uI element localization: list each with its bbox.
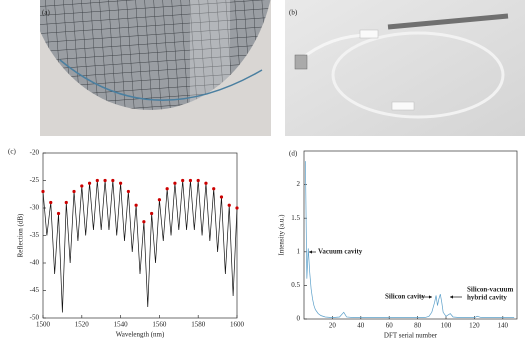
y-tick-label: -40: [30, 259, 40, 267]
y-tick-label: 0.5: [291, 281, 300, 289]
photo-b: [285, 0, 525, 136]
x-tick-label: 1540: [114, 321, 129, 329]
x-tick-label: 140: [498, 322, 509, 330]
annotation: Silicon cavity: [385, 293, 425, 301]
x-tick-label: 20: [329, 322, 337, 330]
plot-frame: [42, 152, 238, 319]
peak-marker: [111, 178, 115, 183]
peak-marker: [142, 220, 146, 224]
panel-label: (c): [8, 148, 16, 156]
data-line: [42, 180, 238, 313]
annotation: Vacuum cavity: [318, 248, 363, 256]
photo-a: [40, 0, 271, 136]
y-tick-label: 2: [297, 180, 301, 188]
x-tick-label: 60: [386, 322, 394, 330]
peak-marker: [134, 203, 138, 207]
x-tick-label: 100: [441, 322, 452, 330]
peak-marker: [219, 195, 224, 199]
y-tick-label: -45: [30, 286, 40, 294]
y-tick-label: 1: [297, 247, 301, 255]
panel-label: (d): [289, 150, 298, 158]
peak-marker: [173, 181, 177, 185]
x-tick-label: 40: [357, 322, 365, 330]
peak-marker: [165, 187, 169, 191]
x-tick-label: 1600: [230, 321, 245, 329]
x-tick-label: 1520: [75, 321, 90, 329]
y-tick-label: 1.5: [291, 214, 300, 222]
peak-marker: [72, 189, 76, 194]
peak-marker: [80, 184, 84, 188]
plot-frame: [303, 150, 518, 320]
peak-marker: [204, 181, 208, 185]
arrow-head: [429, 295, 432, 299]
panel-label: (a): [42, 9, 50, 17]
charts: (a) (b)(c) (d)1500 1520 1540 1560 1580 1600-50-…: [8, 9, 518, 340]
x-tick-label: 1560: [152, 321, 167, 329]
peak-marker: [87, 181, 92, 185]
panel-label: (b): [289, 9, 298, 17]
peak-marker: [227, 203, 231, 207]
peak-marker: [119, 181, 123, 185]
peak-marker: [157, 198, 161, 202]
annotation: Silicon-vacuum: [467, 286, 513, 294]
data-line: [305, 161, 515, 319]
x-tick-label: 1580: [191, 321, 206, 329]
y-tick-label: 0: [297, 315, 301, 323]
peak-marker: [56, 211, 61, 216]
peak-marker: [212, 187, 216, 191]
y-axis-title: Reflection (dB): [17, 213, 25, 257]
y-tick-label: -30: [30, 204, 40, 212]
peak-marker: [49, 200, 53, 205]
peak-marker: [126, 189, 130, 194]
peak-marker: [64, 200, 68, 205]
annotation: hybrid cavity: [467, 294, 507, 302]
arrow-head: [309, 250, 312, 254]
peak-marker: [235, 206, 239, 210]
x-tick-label: 1500: [36, 321, 51, 329]
y-axis-title: Intensity (a.u.): [278, 214, 286, 256]
x-axis-title: Wavelength (nm): [116, 331, 165, 339]
peak-marker: [150, 211, 154, 216]
x-tick-label: 120: [469, 322, 480, 330]
peak-marker: [188, 178, 193, 183]
y-tick-label: -25: [30, 176, 40, 184]
y-tick-label: -20: [30, 149, 40, 157]
x-tick-label: 80: [414, 322, 422, 330]
x-axis-title: DFT serial number: [384, 332, 438, 340]
peak-marker: [95, 178, 99, 183]
peak-marker: [196, 178, 200, 183]
peak-marker: [103, 178, 107, 183]
peak-marker: [181, 178, 185, 183]
peak-marker: [41, 189, 45, 194]
y-tick-label: -50: [30, 314, 40, 322]
y-tick-label: -35: [30, 231, 40, 239]
arrow-head: [450, 295, 453, 299]
